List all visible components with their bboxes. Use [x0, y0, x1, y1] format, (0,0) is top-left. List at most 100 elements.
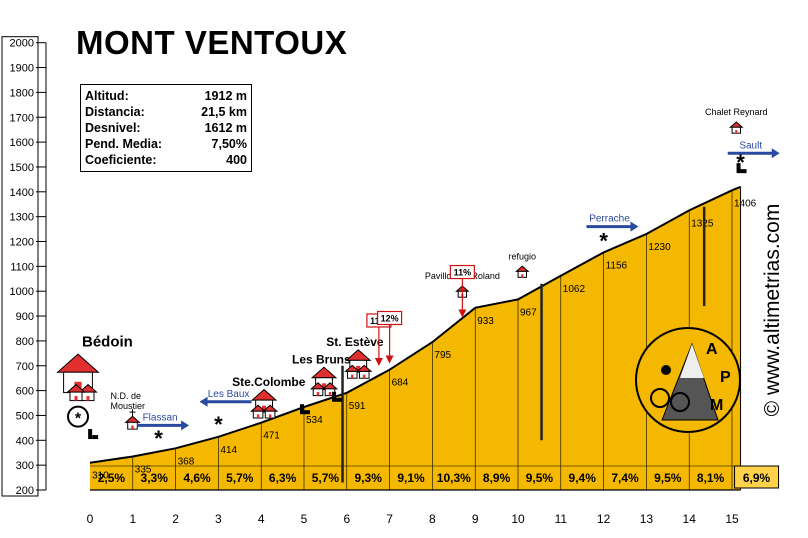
- y-tick-label: 2000: [10, 38, 34, 50]
- x-tick-label: 12: [597, 512, 611, 526]
- km-elevation-label: 471: [263, 431, 280, 442]
- km-elevation-label: 534: [306, 415, 323, 426]
- house-icon: [515, 265, 530, 278]
- watermark: © www.altimetrias.com: [761, 203, 784, 417]
- fountain-icon: [332, 391, 337, 402]
- y-tick-label: 1900: [10, 63, 34, 75]
- gradient-label: 9,1%: [397, 471, 425, 485]
- house-icon: [249, 404, 267, 419]
- km-elevation-label: 795: [434, 350, 451, 361]
- star-icon: *: [736, 150, 745, 175]
- place-label: Les Bruns: [292, 353, 351, 367]
- house-icon: [321, 382, 339, 397]
- house-door: [356, 365, 361, 373]
- x-tick-label: 15: [725, 512, 739, 526]
- arrow-right-icon: [630, 221, 639, 232]
- fountain-icon: [736, 163, 741, 174]
- gradient-label: 7,4%: [611, 471, 639, 485]
- y-tick-label: 1800: [10, 87, 34, 99]
- house-roof: [729, 121, 744, 128]
- gradient-label: 9,4%: [569, 471, 597, 485]
- place-label: N.D. de: [111, 391, 142, 401]
- house-door: [261, 405, 267, 412]
- km-elevation-label: 1406: [734, 198, 757, 209]
- y-tick-label: 1600: [10, 137, 34, 149]
- gradient-box: [734, 465, 780, 489]
- star-icon: *: [599, 228, 608, 253]
- km-elevation-label: 335: [135, 464, 152, 475]
- cyclist-icon: [661, 365, 671, 375]
- y-tick-label: 1100: [10, 261, 34, 273]
- x-tick-label: 5: [301, 512, 308, 526]
- house-door: [735, 130, 738, 134]
- km-elevation-label: 310: [92, 471, 109, 482]
- x-tick-label: 13: [640, 512, 654, 526]
- y-tick-label: 900: [16, 311, 34, 323]
- km-elevation-label: 1230: [648, 242, 671, 253]
- house-door: [321, 383, 327, 390]
- house-door: [328, 392, 332, 396]
- place-label: Bédoin: [82, 334, 133, 351]
- bicycle-wheel-icon: [650, 388, 670, 408]
- gradient-label: 6,3%: [269, 471, 297, 485]
- turnoff-label: Sault: [739, 140, 762, 151]
- place-label: Moustier: [111, 401, 146, 411]
- place-label: Chalet Reynard: [705, 107, 768, 117]
- gradient-label: 8,1%: [697, 471, 725, 485]
- gradient-label: 6,9%: [743, 471, 771, 485]
- house-icon: [729, 121, 744, 134]
- y-tick-label: 800: [16, 336, 34, 348]
- info-row-elevation-gain: Desnivel: 1612 m: [85, 121, 247, 135]
- x-tick-label: 11: [555, 512, 568, 526]
- x-tick-label: 3: [215, 512, 222, 526]
- arrow-left-icon: [199, 396, 208, 407]
- km-elevation-label: 414: [220, 445, 237, 456]
- km-elevation-label: 591: [349, 401, 366, 412]
- turnoff-label: Flassan: [143, 412, 178, 423]
- fountain-icon: [304, 410, 310, 415]
- house-door: [256, 414, 260, 418]
- km-elevation-label: 1062: [563, 284, 586, 295]
- y-tick-label: 700: [16, 361, 34, 373]
- info-row-average-gradient: Pend. Media: 7,50%: [85, 137, 247, 151]
- chapel-icon: [124, 415, 141, 430]
- gradient-label: 4,6%: [183, 471, 211, 485]
- gradient-label: 5,7%: [312, 471, 340, 485]
- asterisk-icon: *: [75, 411, 82, 428]
- arrow-down-icon: [458, 309, 467, 318]
- y-tick-label: 200: [16, 485, 34, 497]
- y-tick-label: 400: [16, 435, 34, 447]
- gradient-label: 8,9%: [483, 471, 511, 485]
- gradient-label: 5,7%: [226, 471, 254, 485]
- fountain-icon: [92, 435, 99, 440]
- house-roof: [515, 265, 530, 272]
- apm-logo-letter: M: [710, 397, 723, 414]
- arrow-right-icon: [771, 148, 780, 159]
- house-icon: [261, 404, 279, 419]
- x-tick-label: 6: [343, 512, 350, 526]
- gradient-label: 9,5%: [526, 471, 554, 485]
- y-tick-label: 500: [16, 410, 34, 422]
- x-tick-label: 10: [511, 512, 525, 526]
- km-elevation-label: 967: [520, 307, 537, 318]
- gradient-label: 2,5%: [98, 471, 126, 485]
- house-door: [351, 374, 354, 379]
- place-label: Ste.Colombe: [232, 375, 306, 389]
- x-tick-label: 2: [172, 512, 179, 526]
- arrow-down-icon: [385, 355, 394, 364]
- fountain-icon: [88, 429, 93, 440]
- star-icon: *: [214, 412, 223, 437]
- gradient-label: 9,3%: [355, 471, 383, 485]
- bicycle-wheel-icon: [670, 392, 690, 412]
- info-row-distance: Distancia: 21,5 km: [85, 105, 247, 119]
- x-tick-label: 1: [129, 512, 136, 526]
- house-icon: [345, 349, 372, 373]
- y-axis-frame: [1, 36, 39, 497]
- fountain-icon: [336, 397, 343, 402]
- info-box: Altitud: 1912 m Distancia: 21,5 km Desnive…: [80, 84, 252, 172]
- km-elevation-label: 368: [178, 456, 195, 467]
- fountain-icon: [740, 169, 747, 174]
- y-tick-label: 1400: [10, 187, 34, 199]
- house-door: [521, 274, 524, 278]
